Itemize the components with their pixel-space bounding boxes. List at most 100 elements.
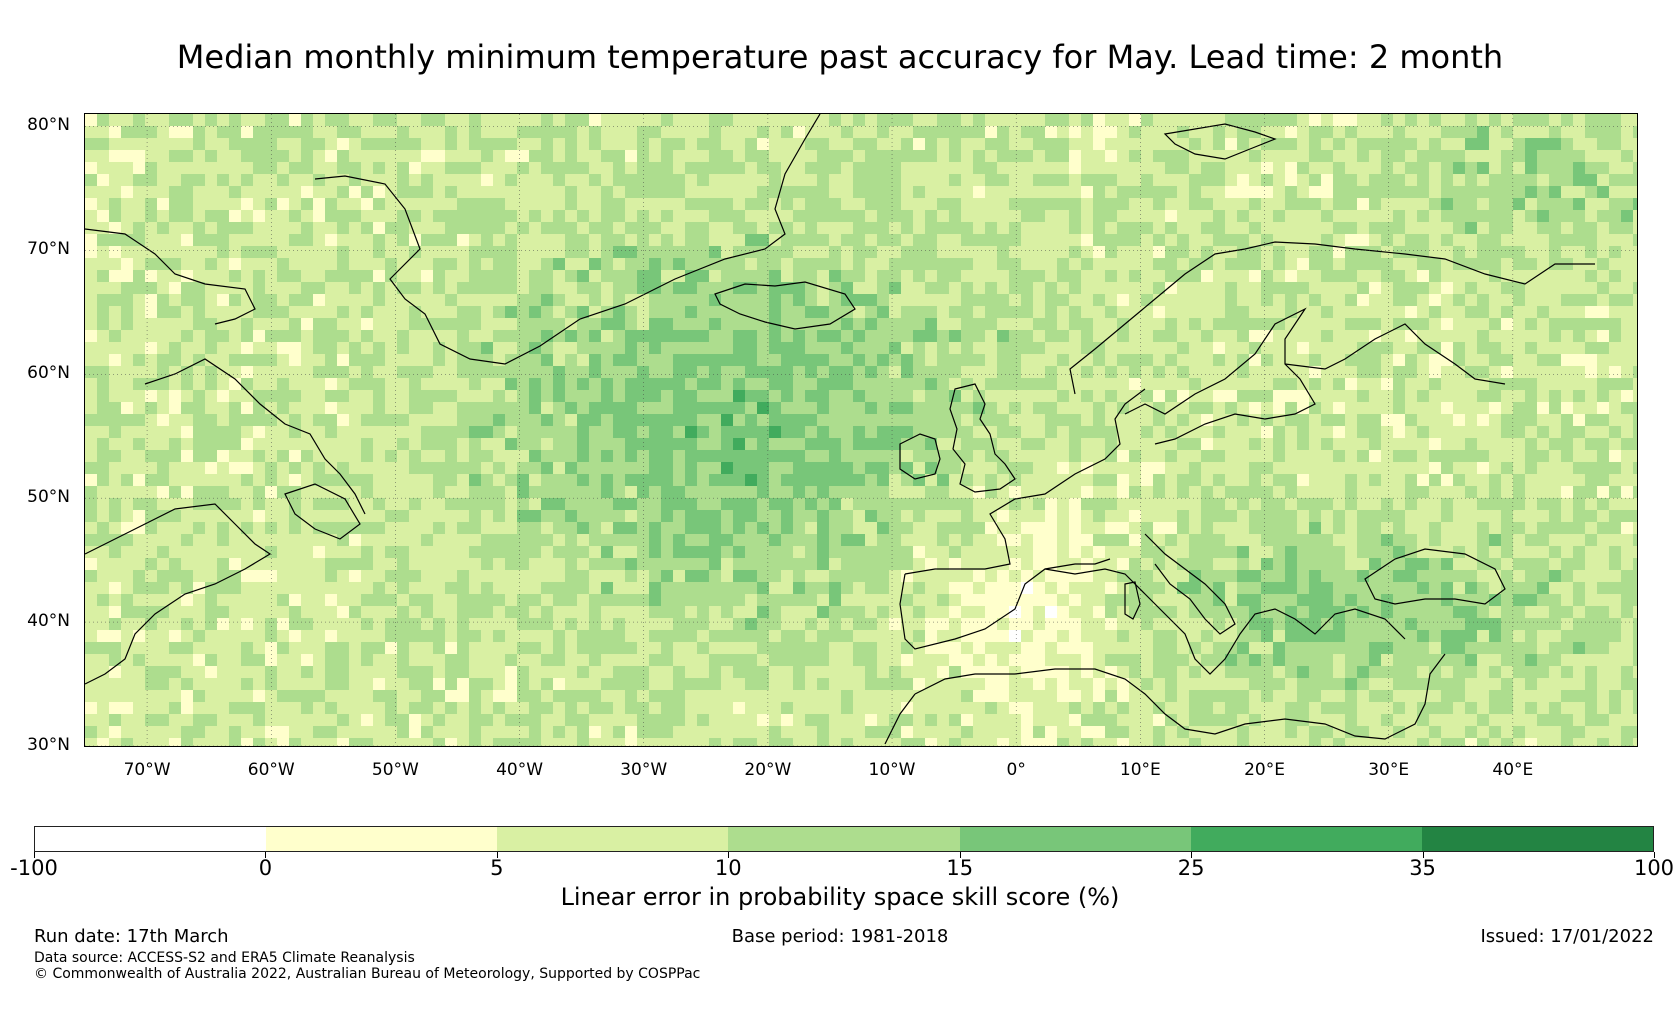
skill-cell: [109, 126, 122, 139]
skill-cell: [1129, 534, 1142, 547]
skill-cell: [1357, 150, 1370, 163]
skill-cell: [973, 354, 986, 367]
skill-cell: [241, 294, 254, 307]
skill-cell: [1297, 270, 1310, 283]
skill-cell: [325, 570, 338, 583]
skill-cell: [721, 510, 734, 523]
skill-cell: [1513, 150, 1526, 163]
skill-cell: [1585, 174, 1598, 187]
skill-cell: [997, 222, 1010, 235]
skill-cell: [661, 270, 674, 283]
skill-cell: [589, 546, 602, 559]
skill-cell: [337, 150, 350, 163]
skill-cell: [1333, 318, 1346, 331]
skill-cell: [457, 486, 470, 499]
skill-cell: [1345, 318, 1358, 331]
skill-cell: [1429, 510, 1442, 523]
skill-cell: [973, 198, 986, 211]
skill-cell: [937, 534, 950, 547]
skill-cell: [553, 378, 566, 391]
skill-cell: [1153, 294, 1166, 307]
skill-cell: [1033, 438, 1046, 451]
skill-cell: [1201, 306, 1214, 319]
skill-cell: [1417, 366, 1430, 379]
skill-cell: [313, 462, 326, 475]
skill-cell: [277, 174, 290, 187]
skill-cell: [1525, 174, 1538, 187]
skill-cell: [889, 318, 902, 331]
skill-cell: [745, 318, 758, 331]
skill-cell: [469, 498, 482, 511]
skill-cell: [1249, 210, 1262, 223]
skill-cell: [601, 498, 614, 511]
skill-cell: [685, 522, 698, 535]
skill-cell: [1381, 534, 1394, 547]
skill-cell: [1045, 342, 1058, 355]
skill-cell: [325, 402, 338, 415]
skill-cell: [877, 234, 890, 247]
skill-cell: [1201, 402, 1214, 415]
skill-cell: [253, 114, 266, 127]
skill-cell: [421, 162, 434, 175]
skill-cell: [961, 318, 974, 331]
skill-cell: [241, 138, 254, 151]
skill-cell: [1105, 162, 1118, 175]
skill-cell: [265, 558, 278, 571]
skill-cell: [421, 138, 434, 151]
skill-cell: [1201, 198, 1214, 211]
skill-cell: [673, 234, 686, 247]
skill-cell: [1321, 234, 1334, 247]
skill-cell: [121, 210, 134, 223]
skill-cell: [289, 198, 302, 211]
skill-cell: [913, 138, 926, 151]
skill-cell: [481, 426, 494, 439]
skill-cell: [1165, 510, 1178, 523]
skill-cell: [1501, 354, 1514, 367]
skill-cell: [817, 414, 830, 427]
skill-cell: [313, 426, 326, 439]
skill-cell: [253, 342, 266, 355]
skill-cell: [781, 306, 794, 319]
skill-cell: [301, 378, 314, 391]
skill-cell: [133, 534, 146, 547]
skill-cell: [253, 318, 266, 331]
skill-cell: [841, 366, 854, 379]
skill-cell: [445, 174, 458, 187]
skill-cell: [1117, 354, 1130, 367]
skill-cell: [1141, 282, 1154, 295]
skill-cell: [1009, 234, 1022, 247]
skill-cell: [1465, 330, 1478, 343]
skill-cell: [901, 498, 914, 511]
skill-cell: [1621, 414, 1634, 427]
skill-cell: [517, 366, 530, 379]
skill-cell: [1441, 522, 1454, 535]
skill-cell: [1621, 150, 1634, 163]
skill-cell: [397, 306, 410, 319]
skill-cell: [277, 258, 290, 271]
skill-cell: [1369, 438, 1382, 451]
skill-cell: [1129, 378, 1142, 391]
skill-cell: [241, 246, 254, 259]
skill-cell: [157, 378, 170, 391]
skill-cell: [1321, 198, 1334, 211]
skill-cell: [1129, 282, 1142, 295]
skill-cell: [121, 438, 134, 451]
skill-cell: [937, 126, 950, 139]
skill-cell: [157, 510, 170, 523]
skill-cell: [1585, 138, 1598, 151]
skill-cell: [445, 222, 458, 235]
skill-cell: [949, 234, 962, 247]
skill-cell: [1597, 534, 1610, 547]
skill-cell: [589, 378, 602, 391]
skill-cell: [1477, 402, 1490, 415]
skill-cell: [1093, 258, 1106, 271]
skill-cell: [721, 570, 734, 583]
skill-cell: [1561, 510, 1574, 523]
skill-cell: [85, 558, 98, 571]
skill-cell: [1225, 390, 1238, 403]
skill-cell: [877, 414, 890, 427]
skill-cell: [193, 462, 206, 475]
skill-cell: [745, 198, 758, 211]
skill-cell: [1621, 222, 1634, 235]
skill-cell: [1225, 366, 1238, 379]
